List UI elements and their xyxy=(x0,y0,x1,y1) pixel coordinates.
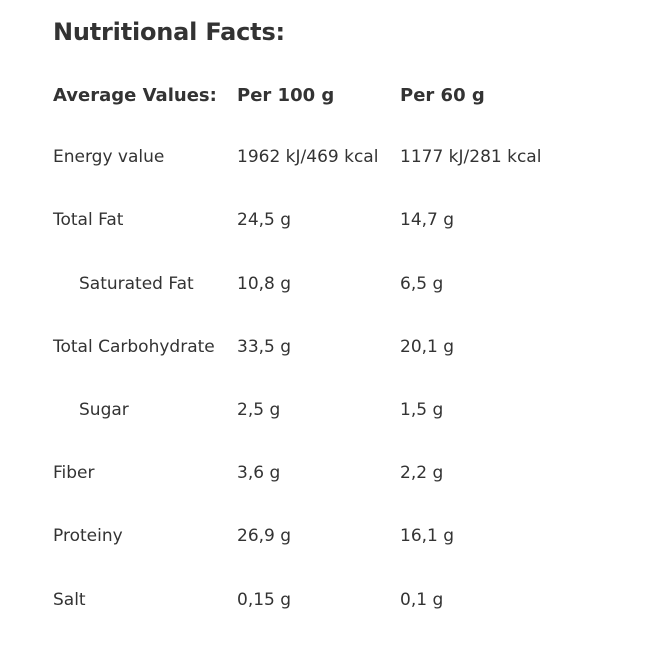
value-per-60g: 6,5 g xyxy=(400,274,444,294)
value-per-100g: 26,9 g xyxy=(237,526,292,546)
nutrient-label: Proteiny xyxy=(53,526,123,546)
header-label-per-100g: Per 100 g xyxy=(237,85,335,106)
value-per-100g: 10,8 g xyxy=(237,274,292,294)
header-label-average-values: Average Values: xyxy=(53,85,217,106)
table-row-fiber: Fiber 3,6 g 2,2 g xyxy=(0,458,650,488)
nutrient-label: Sugar xyxy=(79,400,129,420)
nutrient-label: Saturated Fat xyxy=(79,274,194,294)
value-per-60g: 0,1 g xyxy=(400,590,444,610)
header-label-per-60g: Per 60 g xyxy=(400,85,485,106)
value-per-60g: 14,7 g xyxy=(400,210,455,230)
nutrient-label: Salt xyxy=(53,590,86,610)
table-row-proteiny: Proteiny 26,9 g 16,1 g xyxy=(0,521,650,551)
value-per-100g: 2,5 g xyxy=(237,400,281,420)
table-row-total-fat: Total Fat 24,5 g 14,7 g xyxy=(0,205,650,235)
nutrient-label: Total Carbohydrate xyxy=(53,337,215,357)
value-per-60g: 1177 kJ/281 kcal xyxy=(400,147,542,167)
page-title: Nutritional Facts: xyxy=(53,18,285,46)
table-row-energy-value: Energy value 1962 kJ/469 kcal 1177 kJ/28… xyxy=(0,142,650,172)
nutrient-label: Energy value xyxy=(53,147,165,167)
value-per-100g: 3,6 g xyxy=(237,463,281,483)
value-per-60g: 2,2 g xyxy=(400,463,444,483)
value-per-100g: 0,15 g xyxy=(237,590,292,610)
table-row-sugar: Sugar 2,5 g 1,5 g xyxy=(0,395,650,425)
table-row-salt: Salt 0,15 g 0,1 g xyxy=(0,585,650,615)
nutrient-label: Fiber xyxy=(53,463,95,483)
table-row-total-carbohydrate: Total Carbohydrate 33,5 g 20,1 g xyxy=(0,332,650,362)
value-per-60g: 20,1 g xyxy=(400,337,455,357)
value-per-60g: 16,1 g xyxy=(400,526,455,546)
value-per-100g: 24,5 g xyxy=(237,210,292,230)
value-per-60g: 1,5 g xyxy=(400,400,444,420)
table-row-saturated-fat: Saturated Fat 10,8 g 6,5 g xyxy=(0,269,650,299)
table-header-row: Average Values: Per 100 g Per 60 g xyxy=(0,81,650,111)
nutrient-label: Total Fat xyxy=(53,210,124,230)
value-per-100g: 1962 kJ/469 kcal xyxy=(237,147,379,167)
value-per-100g: 33,5 g xyxy=(237,337,292,357)
